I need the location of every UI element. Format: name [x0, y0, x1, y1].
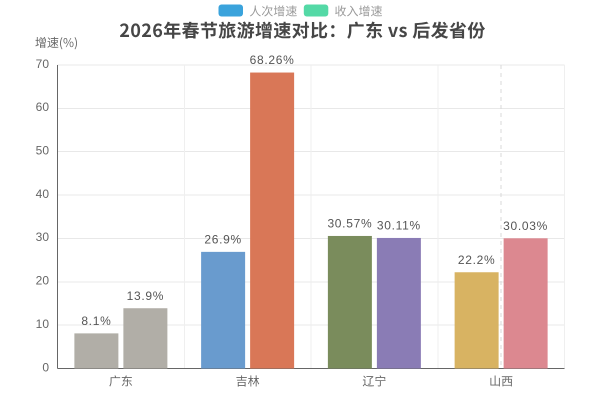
svg-text:10: 10: [36, 317, 50, 331]
svg-text:30.57%: 30.57%: [327, 217, 372, 231]
svg-text:30.03%: 30.03%: [503, 219, 548, 233]
svg-text:20: 20: [36, 274, 50, 288]
svg-text:30.11%: 30.11%: [377, 219, 421, 233]
svg-text:68.26%: 68.26%: [250, 53, 295, 67]
svg-text:22.2%: 22.2%: [458, 253, 496, 267]
svg-text:8.1%: 8.1%: [81, 314, 111, 328]
svg-text:50: 50: [36, 144, 50, 158]
svg-text:26.9%: 26.9%: [204, 233, 242, 247]
svg-text:30: 30: [36, 230, 50, 244]
svg-text:60: 60: [36, 100, 50, 114]
svg-text:13.9%: 13.9%: [127, 289, 165, 303]
svg-text:40: 40: [36, 187, 50, 201]
svg-text:70: 70: [36, 57, 50, 71]
svg-text:0: 0: [42, 360, 49, 374]
